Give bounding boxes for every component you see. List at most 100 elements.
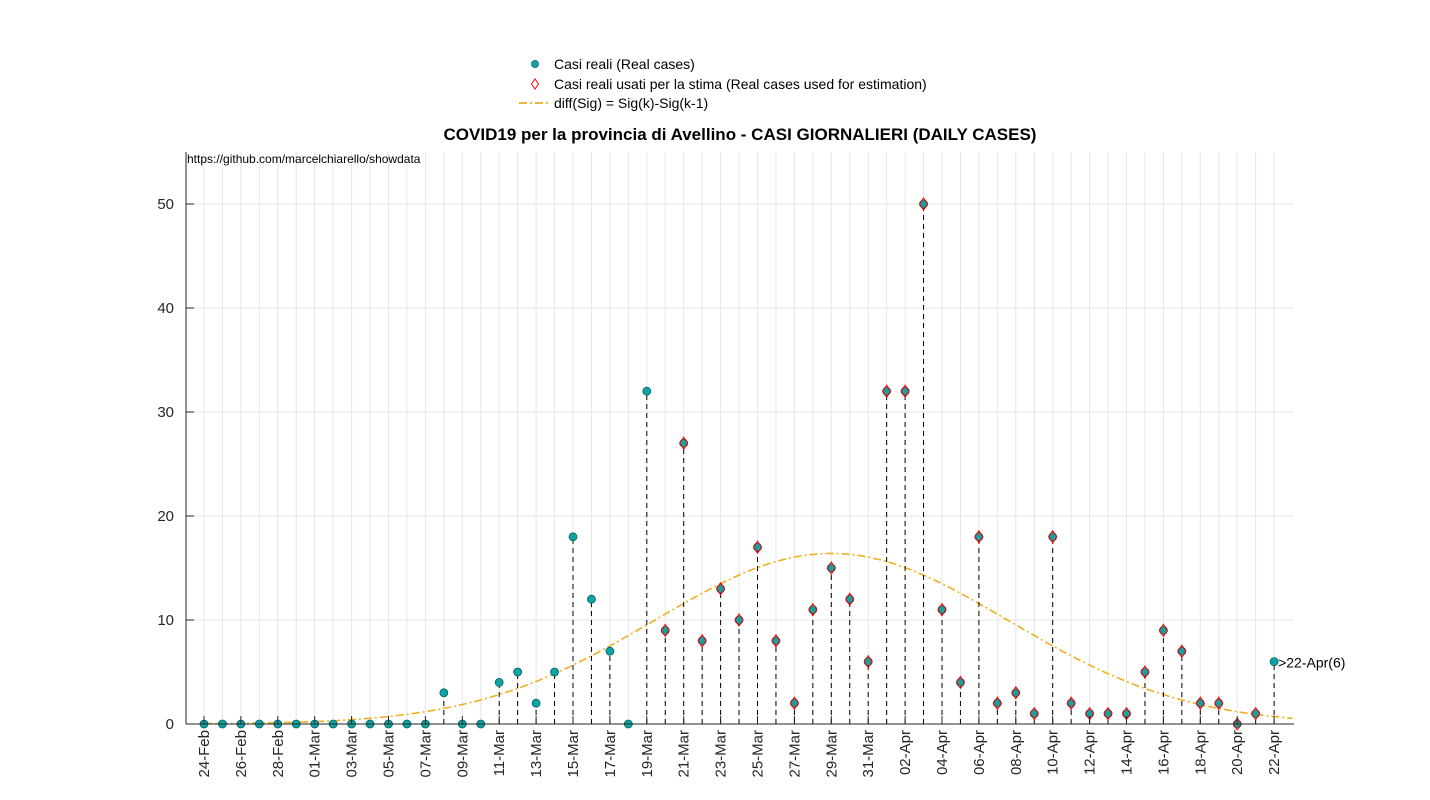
legend-label-estimation-cases: Casi reali usati per la stima (Real case… <box>554 76 927 92</box>
data-point-estimation-case <box>679 436 689 451</box>
y-axis-ticks: 0 10 20 30 40 50 <box>157 196 194 733</box>
x-tick-label: 06-Apr <box>971 730 988 775</box>
data-point-real-case <box>513 667 523 677</box>
axes <box>185 152 1294 725</box>
data-point-estimation-case <box>1140 665 1150 679</box>
data-point-real-case <box>992 698 1002 708</box>
data-point-real-case <box>808 605 818 614</box>
x-tick-label: 17-Mar <box>602 730 619 778</box>
legend-item-estimation-cases: Casi reali usati per la stima (Real case… <box>530 76 927 92</box>
data-point-estimation-case <box>1195 696 1205 711</box>
data-point-estimation-case <box>955 675 966 690</box>
data-point-real-case <box>605 646 615 656</box>
points <box>199 197 1279 731</box>
data-point-real-case <box>660 626 670 635</box>
grid <box>186 152 1294 725</box>
data-point-real-case <box>734 615 744 625</box>
data-point-real-case <box>826 563 836 573</box>
legend-item-diff-sig: diff(Sig) = Sig(k)-Sig(k-1) <box>519 95 708 111</box>
data-point-real-case <box>697 636 707 646</box>
x-tick-label: 16-Apr <box>1155 730 1172 775</box>
data-point-real-case <box>1029 709 1039 718</box>
data-point-estimation-case <box>1251 706 1261 721</box>
x-tick-label: 27-Mar <box>786 730 803 778</box>
data-point-real-case <box>956 678 965 687</box>
x-tick-label: 29-Mar <box>823 730 840 778</box>
data-point-real-case <box>568 532 578 542</box>
data-point-real-case <box>716 584 725 594</box>
data-point-estimation-case <box>734 613 744 627</box>
x-tick-label: 28-Feb <box>270 730 287 778</box>
source-url: https://github.com/marcelchiarello/showd… <box>187 152 421 166</box>
x-tick-label: 13-Mar <box>528 730 545 778</box>
x-tick-label: 04-Apr <box>934 730 951 775</box>
stems <box>443 204 1275 724</box>
data-point-real-case <box>1159 626 1168 635</box>
data-point-real-case <box>1103 709 1113 718</box>
x-tick-label: 07-Mar <box>417 730 434 778</box>
x-tick-label: 05-Mar <box>381 730 398 778</box>
x-tick-label: 11-Mar <box>491 730 508 776</box>
data-point-real-case <box>439 688 449 698</box>
data-point-real-case <box>937 605 947 614</box>
data-point-estimation-case <box>1214 696 1224 711</box>
data-point-real-case <box>550 667 559 677</box>
data-point-real-case <box>1048 532 1058 542</box>
x-tick-label: 31-Mar <box>860 730 877 778</box>
x-tick-label: 02-Apr <box>897 730 914 775</box>
data-point-estimation-case <box>789 696 800 711</box>
y-tick-label: 30 <box>157 404 174 421</box>
data-point-estimation-case <box>697 633 707 648</box>
data-point-estimation-case <box>882 384 892 399</box>
x-axis-ticks: 24-Feb 26-Feb 28-Feb 01-Mar 03-Mar 05-Mar 07-M… <box>196 716 1283 778</box>
x-tick-label: 21-Mar <box>676 730 693 778</box>
data-point-real-case <box>1140 667 1150 677</box>
data-point-real-case <box>531 698 541 708</box>
legend-label-real-cases: Casi reali (Real cases) <box>554 56 695 72</box>
data-point-estimation-case <box>918 197 929 211</box>
legend: Casi reali (Real cases) Casi reali usati… <box>519 56 927 111</box>
data-point-real-case <box>863 657 873 666</box>
y-tick-label: 50 <box>157 196 174 213</box>
y-tick-label: 20 <box>157 508 174 525</box>
x-tick-label: 22-Apr <box>1266 730 1283 775</box>
y-tick-label: 0 <box>166 716 174 733</box>
data-point-estimation-case <box>771 633 781 648</box>
data-point-real-case <box>679 438 689 448</box>
x-tick-label: 24-Feb <box>196 730 213 778</box>
x-tick-label: 26-Feb <box>233 730 250 778</box>
y-tick-label: 40 <box>157 300 174 317</box>
y-tick-label: 10 <box>157 612 174 629</box>
data-point-real-case <box>1269 657 1279 666</box>
data-point-real-case <box>974 532 984 542</box>
data-point-real-case <box>845 594 855 604</box>
data-point-estimation-case <box>826 561 836 575</box>
data-point-real-case <box>1177 646 1187 656</box>
data-point-estimation-case <box>1011 685 1021 700</box>
data-point-estimation-case <box>1048 529 1058 544</box>
x-tick-label: 09-Mar <box>454 730 471 778</box>
data-point-real-case <box>494 678 504 687</box>
legend-marker-real-cases <box>531 60 539 68</box>
data-point-estimation-case <box>808 602 818 617</box>
data-point-estimation-case <box>992 696 1002 711</box>
data-point-estimation-case <box>1029 706 1039 721</box>
x-tick-label: 15-Mar <box>565 730 582 778</box>
x-tick-label: 14-Apr <box>1119 730 1136 775</box>
data-point-real-case <box>587 594 596 604</box>
data-point-real-case <box>1251 709 1261 718</box>
data-point-real-case <box>642 386 652 396</box>
data-point-estimation-case <box>1066 696 1076 711</box>
data-point-estimation-case <box>1103 706 1113 721</box>
x-tick-label: 01-Mar <box>307 730 324 778</box>
data-point-real-case <box>919 199 928 209</box>
data-point-estimation-case <box>1232 717 1242 731</box>
last-value-annotation: >22-Apr(6) <box>1278 655 1345 671</box>
data-point-real-case <box>790 698 799 708</box>
x-tick-label: 19-Mar <box>639 730 656 778</box>
data-point-estimation-case <box>1177 644 1187 659</box>
data-point-estimation-case <box>863 654 873 669</box>
data-point-real-case <box>771 636 781 646</box>
data-point-estimation-case <box>900 384 910 399</box>
